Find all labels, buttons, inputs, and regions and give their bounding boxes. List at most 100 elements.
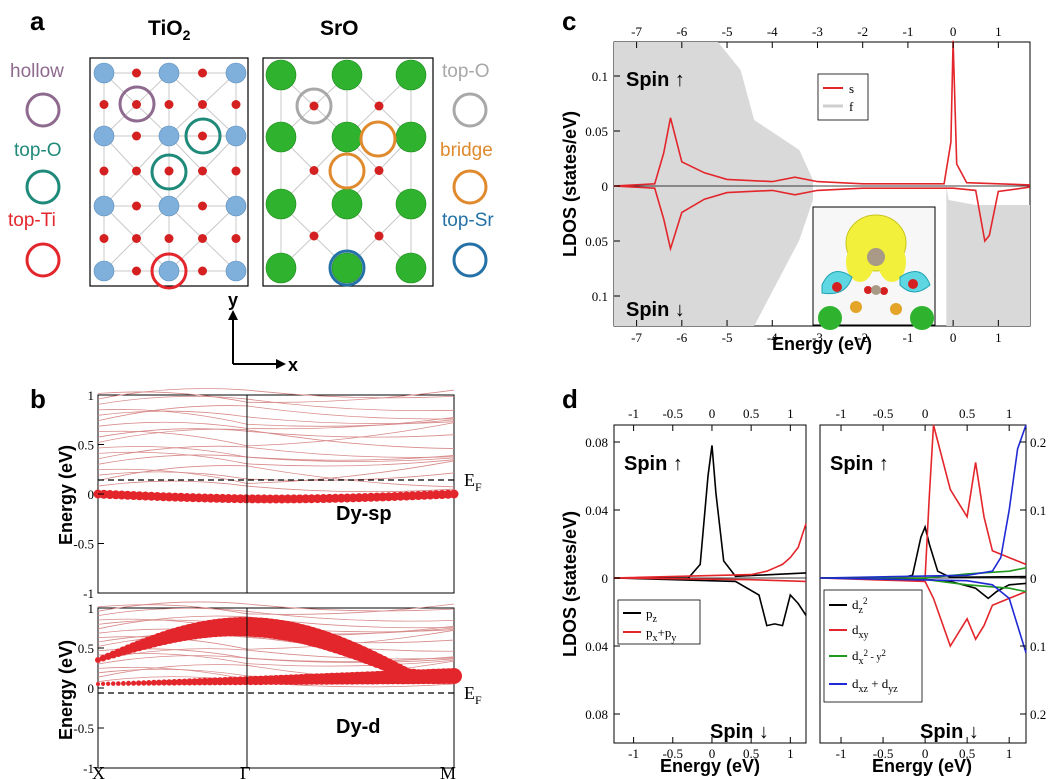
- y-tick-label: 0.05: [585, 124, 608, 139]
- weight-dot: [116, 681, 121, 686]
- x-tick-label-top: 0: [922, 406, 929, 421]
- hollow-site-marker: [118, 85, 156, 123]
- weight-dot: [131, 680, 137, 686]
- c-ticks: -7 -7 -6 -6 -5 -5 -4 -4 -3 -3 -2 -2 -1 -1 0 0 1 1 0.1 0.05 0…: [585, 24, 1001, 345]
- panel-c: -7 -7 -6 -6 -5 -5 -4 -4 -3 -3 -2 -2 -1 -1 0 0 1 1 0.1 0.05 0…: [560, 24, 1031, 354]
- panel-label-b: b: [30, 384, 46, 414]
- x-tick-label-top: 0.5: [743, 406, 759, 421]
- weight-dot: [146, 680, 152, 686]
- weight-dot: [121, 681, 126, 686]
- top-ti-site-icon: [25, 242, 61, 278]
- ti-atom: [225, 62, 247, 84]
- ti-atom: [158, 260, 180, 282]
- x-tick-label-top: 0: [709, 406, 716, 421]
- top-o-site-marker: [295, 87, 333, 125]
- y-tick-label: 0.5: [78, 641, 94, 656]
- weight-dot: [111, 681, 116, 686]
- o-atom: [132, 68, 141, 78]
- y-tick-label: 0: [88, 487, 95, 502]
- site-label-top-o-left: top-O: [14, 140, 62, 161]
- sr-atom: [331, 188, 363, 220]
- sr-atom: [265, 121, 297, 153]
- o-atom: [198, 68, 207, 78]
- x-tick-label-bottom: -1: [836, 746, 847, 761]
- d-left-plot-area: [613, 424, 807, 744]
- o-atom: [374, 231, 384, 241]
- hollow-site-icon: [25, 92, 61, 128]
- x-tick-label-bottom: 1: [787, 746, 794, 761]
- s-dos-down: [613, 185, 1031, 252]
- b-y-ticks: 10.50-0.5-110.50-0.5-1: [73, 388, 104, 776]
- f-dos-fill: [946, 186, 1030, 326]
- top-sr-site-icon: [452, 242, 488, 278]
- site-markers: [118, 85, 397, 290]
- d-right-spin-down: Spin ↓: [920, 721, 979, 743]
- sr-atom: [395, 252, 427, 284]
- y-tick-label: 0: [602, 571, 609, 586]
- c-curves: [613, 40, 1031, 326]
- sr-atom: [265, 59, 297, 91]
- s-dos-up: [613, 40, 1031, 187]
- y-tick-label: 0: [602, 179, 609, 194]
- y-axis-letter: y: [228, 290, 238, 310]
- p_x+p_y-dos-down: [613, 577, 807, 583]
- o-atom: [231, 100, 241, 109]
- site-label-top-ti: top-Ti: [8, 210, 56, 231]
- y-tick-label-right: 0.2: [1030, 707, 1046, 722]
- d-right-spin-up: Spin ↑: [830, 453, 889, 475]
- weight-dot: [181, 678, 188, 686]
- ti-atom: [93, 62, 115, 84]
- y-tick-label: -1: [83, 761, 94, 776]
- sro-title: SrO: [320, 17, 359, 40]
- o-atom: [231, 166, 241, 176]
- o-atom: [374, 101, 384, 111]
- y-tick-label: 0.1: [592, 69, 608, 84]
- band-plot-dy-sp: Dy-sp EF: [93, 388, 482, 594]
- x-tick-label-bottom: -0.5: [873, 746, 894, 761]
- legend-dxz-dyz: dxz + dyz: [852, 676, 898, 695]
- left-site-legend: hollow top-O top-Ti: [8, 61, 64, 278]
- right-site-legend: top-O bridge top-Sr: [440, 61, 494, 278]
- c-xlabel: Energy (eV): [772, 334, 872, 354]
- y-tick-label: 0.04: [585, 503, 608, 518]
- d-right-xlabel: Energy (eV): [872, 756, 972, 776]
- y-tick-label: -1: [83, 586, 94, 601]
- weight-dot: [156, 679, 163, 686]
- weight-dot: [126, 680, 132, 686]
- o-atom: [132, 166, 141, 176]
- o-atom: [198, 234, 207, 243]
- y-tick-label-right: 0.1: [1030, 639, 1046, 654]
- weight-dot: [161, 679, 168, 686]
- sr-atom: [395, 59, 427, 91]
- sr-atom: [331, 59, 363, 91]
- d_xy-dos-down: [819, 577, 1027, 648]
- ti-atom: [158, 62, 180, 84]
- ti-atom: [158, 195, 180, 217]
- x-tick-label-top: 1: [995, 24, 1002, 39]
- o-atom: [99, 166, 109, 176]
- o-atom: [309, 101, 319, 111]
- legend-pz: pz: [646, 606, 658, 625]
- y-tick-label: 0.1: [592, 289, 608, 304]
- weight-dot: [136, 680, 142, 686]
- x-tick-label-top: 1: [1006, 406, 1013, 421]
- ti-atom: [93, 260, 115, 282]
- top-ti-site-marker: [150, 252, 188, 290]
- o-atom: [164, 234, 174, 243]
- o-atom: [132, 234, 141, 243]
- x-tick-label-top: -6: [676, 24, 687, 39]
- site-label-top-sr: top-Sr: [442, 210, 494, 231]
- y-tick-label-right: 0: [1030, 571, 1037, 586]
- bridge-site-marker: [328, 152, 366, 190]
- o-atom: [198, 100, 207, 109]
- ti-atom: [93, 125, 115, 147]
- d-ticks: -1 -1 -1 -1 -0.5 -0.5 -0.5 -0.5 0 0 0 0 0.5 0.5 0.5 0.5…: [585, 406, 1046, 761]
- c-ylabel: LDOS (states/eV): [560, 111, 580, 257]
- x-tick-label-top: -2: [857, 24, 868, 39]
- sr-atom: [265, 188, 297, 220]
- o-atom: [132, 266, 141, 276]
- x-tick-label-bottom: -3: [812, 330, 823, 345]
- weight-dot: [96, 682, 100, 686]
- d_xz+d_yz-dos-down: [819, 577, 1027, 654]
- x-tick-label-top: -5: [722, 24, 733, 39]
